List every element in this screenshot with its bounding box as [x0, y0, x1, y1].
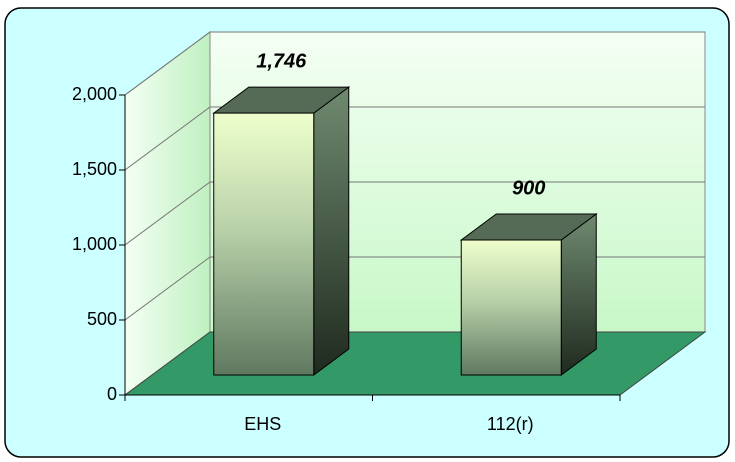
grid-line [124, 106, 705, 171]
value-label: 1,746 [256, 50, 307, 72]
bar-side [560, 213, 597, 376]
grid-line [124, 31, 705, 96]
bar [460, 239, 562, 376]
bar-side [313, 86, 350, 376]
x-tick-label: 112(r) [487, 414, 534, 434]
value-label: 900 [512, 177, 545, 199]
y-tick-label: 500 [87, 309, 117, 329]
x-tick-label: EHS [244, 414, 281, 434]
y-tick-label: 0 [107, 384, 117, 404]
bar [213, 112, 315, 376]
grid-line [124, 181, 705, 246]
y-tick-label: 1,000 [72, 234, 117, 254]
y-tick-label: 1,500 [72, 159, 117, 179]
floor [123, 331, 707, 396]
y-tick-label: 2,000 [72, 84, 117, 104]
